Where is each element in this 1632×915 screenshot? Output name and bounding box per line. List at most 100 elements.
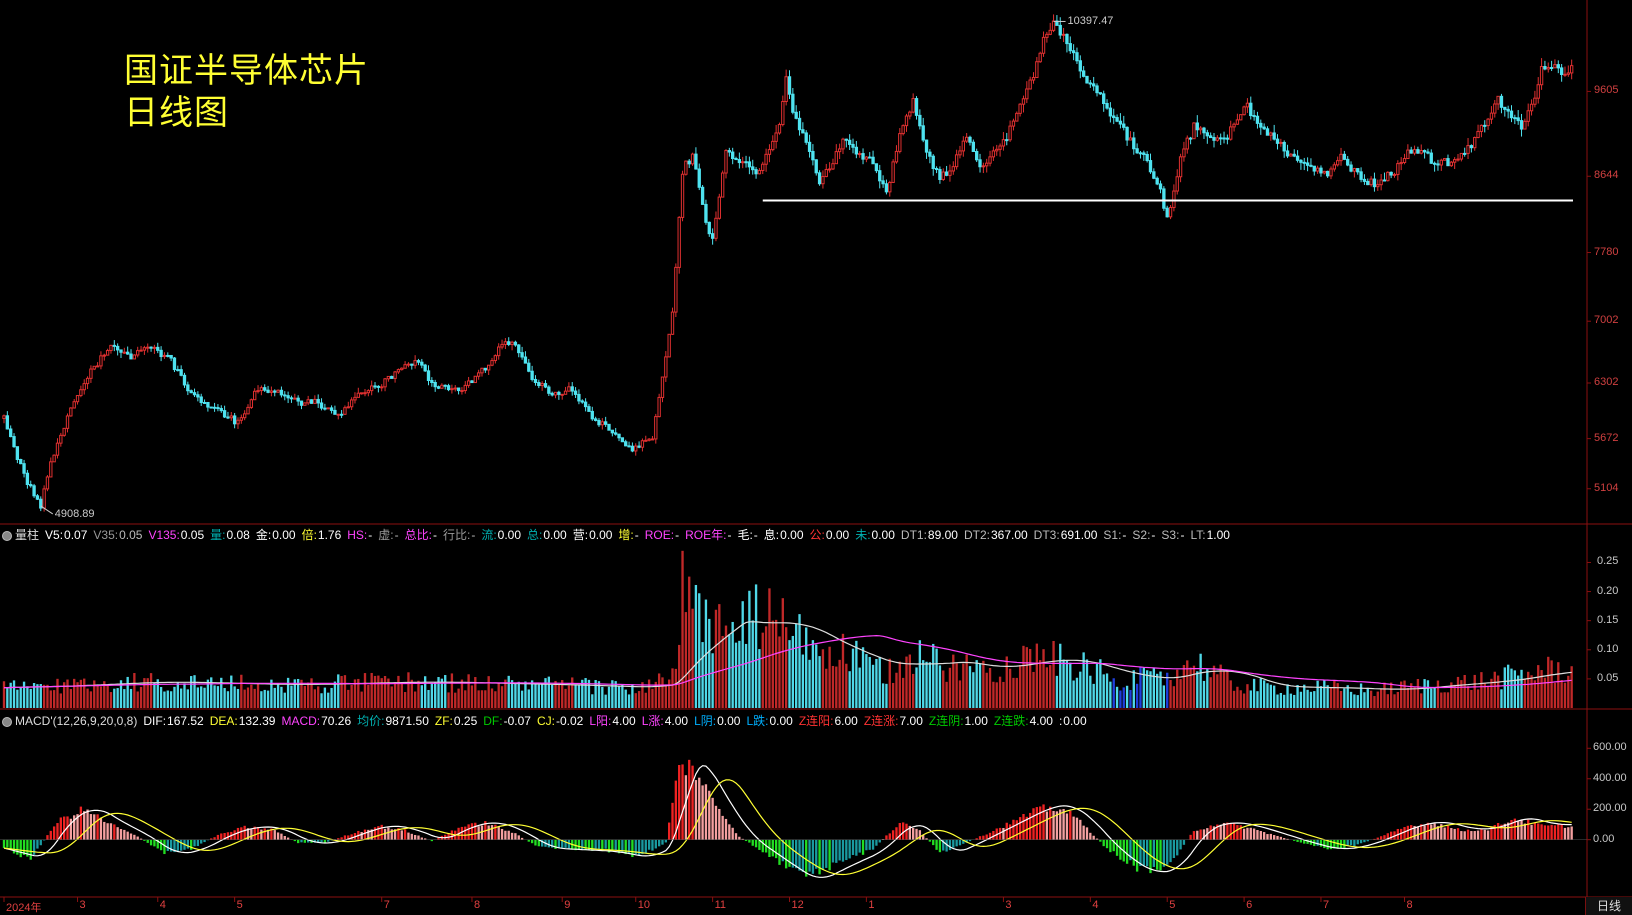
volume-bar <box>1005 656 1008 708</box>
candle-body <box>246 406 250 415</box>
macd-bar <box>788 839 791 867</box>
macd-bar <box>377 826 380 840</box>
candle-body <box>426 370 431 381</box>
candle-body <box>1486 118 1490 127</box>
macd-bar <box>1440 824 1443 840</box>
volume-bar <box>1456 676 1460 708</box>
macd-indicator-bar[interactable]: MACD'(12,26,9,20,0,8) DIF:167.52 DEA:132.3… <box>0 713 1093 729</box>
macd-bar <box>584 839 587 851</box>
macd-bar <box>1129 839 1132 861</box>
volume-bar <box>1045 667 1049 708</box>
vol-indicator-value: 毛:- <box>737 528 758 542</box>
volume-bar <box>1166 672 1169 708</box>
candle-body <box>383 378 387 388</box>
macd-bar <box>795 839 798 869</box>
candle-body <box>1192 122 1196 140</box>
macd-bar <box>651 839 654 851</box>
candle-body <box>279 389 284 396</box>
macd-bar <box>1416 827 1420 840</box>
macd-bar <box>280 833 283 840</box>
volume-bar <box>1109 681 1112 708</box>
macd-bar <box>1069 810 1072 840</box>
candle-body <box>1479 124 1484 132</box>
candle-body <box>1275 138 1280 144</box>
volume-bar <box>86 688 89 708</box>
macd-bar <box>380 824 383 840</box>
candle-body <box>1259 122 1263 128</box>
macd-bar <box>868 839 871 850</box>
price-tick-label: 5104 <box>1594 481 1619 494</box>
volume-bar <box>179 688 183 708</box>
vol-indicator-value: 行比:- <box>442 528 476 542</box>
candle-body <box>500 343 504 348</box>
candle-body <box>1399 162 1403 165</box>
volume-bar <box>738 640 741 708</box>
vol-indicator-value: ROE:- <box>644 528 680 542</box>
candle-body <box>744 161 748 164</box>
candle-body <box>1185 137 1189 150</box>
macd-indicator-value: CJ:-0.02 <box>536 714 584 728</box>
volume-bar <box>1012 677 1015 708</box>
volume-bar <box>1463 674 1466 708</box>
macd-bar <box>1433 823 1436 840</box>
volume-bar <box>1085 659 1089 708</box>
volume-bar <box>1172 686 1176 708</box>
volume-bar <box>988 668 992 708</box>
indicator-toggle-icon[interactable] <box>2 530 12 541</box>
volume-bar <box>654 681 657 708</box>
volume-bar <box>631 684 634 708</box>
candle-body <box>206 401 210 408</box>
volume-bar <box>948 667 952 708</box>
volume-bar <box>12 680 16 708</box>
volume-bar <box>1139 667 1142 708</box>
volume-bar <box>109 692 113 708</box>
macd-bar <box>243 825 246 840</box>
candle-body <box>720 172 725 198</box>
candle-body <box>844 138 848 141</box>
volume-bar <box>393 682 397 708</box>
macd-bar <box>1299 839 1303 843</box>
macd-bar <box>470 823 474 840</box>
macd-tick-label: 600.00 <box>1593 741 1627 754</box>
volume-bar <box>1296 685 1299 708</box>
candle-body <box>734 158 738 161</box>
candle-body <box>239 417 243 421</box>
high-annotation: 10397.47 <box>1067 15 1114 28</box>
candle-body <box>1563 73 1567 76</box>
macd-bar <box>1420 824 1423 840</box>
macd-bar <box>754 839 758 848</box>
indicator-toggle-icon[interactable] <box>2 716 12 727</box>
volume-bar <box>768 588 771 708</box>
macd-bar <box>1002 827 1005 840</box>
volume-bar <box>1246 684 1249 708</box>
volume-bar <box>276 684 280 708</box>
candle-body <box>349 399 354 408</box>
candle-body <box>466 380 471 386</box>
candle-body <box>1178 156 1183 178</box>
macd-bar <box>1226 822 1229 840</box>
volume-bar <box>1406 687 1410 708</box>
candle-body <box>1148 160 1153 173</box>
candle-body <box>1128 137 1133 141</box>
volume-bar <box>156 679 159 708</box>
title-line-2: 日线图 <box>124 93 229 133</box>
volume-bar <box>841 633 845 708</box>
vol-indicator-value: DT3:691.00 <box>1033 528 1098 542</box>
macd-bar <box>350 834 353 840</box>
macd-indicator-value: ZF:0.25 <box>434 714 478 728</box>
vol-indicator-value: 息:0.00 <box>763 528 804 542</box>
candle-body <box>303 402 307 406</box>
macd-bar <box>504 830 507 840</box>
macd-bar <box>83 811 86 840</box>
volume-bar <box>470 685 474 708</box>
volume-indicator-bar[interactable]: 量柱 V5:0.07 V35:0.05 V135:0.05 量:0.08 金:0.00 倍:… <box>0 527 1236 543</box>
candle-body <box>1526 110 1530 122</box>
candle-body <box>386 375 391 380</box>
period-label[interactable]: 日线 <box>1585 897 1632 915</box>
volume-bar <box>123 689 126 708</box>
volume-bar <box>173 686 176 708</box>
macd-bar <box>952 839 955 848</box>
macd-bar <box>968 839 972 842</box>
candle-body <box>1245 102 1250 108</box>
